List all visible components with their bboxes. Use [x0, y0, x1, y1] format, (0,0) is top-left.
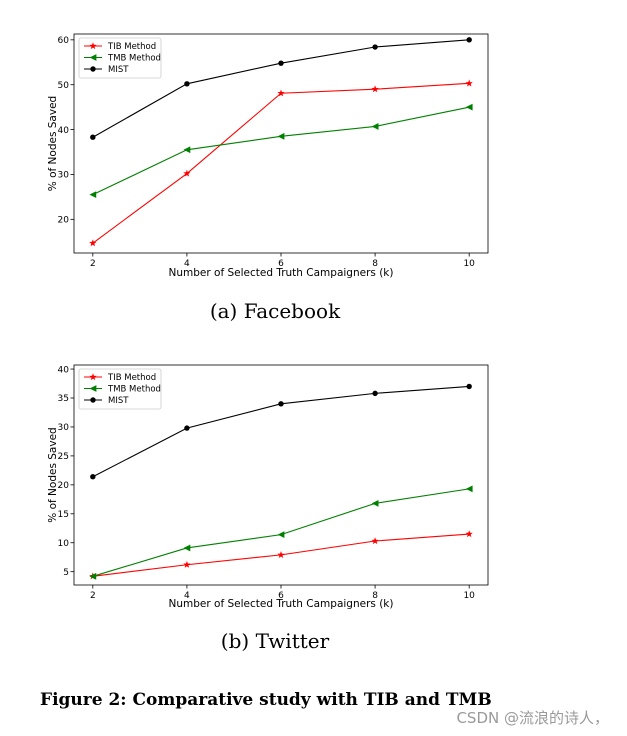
data-point-mist: [466, 37, 472, 43]
data-point-tmb-method: [277, 531, 285, 539]
y-tick-label: 10: [58, 539, 70, 549]
legend-marker-tmb-method: [89, 54, 97, 61]
x-tick-label: 4: [184, 259, 190, 269]
data-point-tib-method: [465, 79, 473, 87]
data-point-mist: [372, 390, 378, 397]
watermark-text: CSDN @流浪的诗人，: [456, 709, 609, 727]
data-point-mist: [184, 81, 190, 87]
legend-label-tmb-method: TMB Method: [107, 385, 161, 395]
y-tick-label: 60: [58, 36, 70, 46]
series-line-tib-method: [92, 82, 470, 244]
data-point-tmb-method: [183, 146, 191, 154]
subcaption-twitter: (b) Twitter: [221, 629, 330, 653]
data-point-tmb-method: [371, 123, 379, 130]
legend-marker-mist: [90, 66, 96, 72]
legend-label-mist: MIST: [108, 65, 129, 75]
y-tick-label: 25: [58, 452, 69, 462]
legend-label-tib-method: TIB Method: [107, 42, 156, 52]
y-tick-label: 40: [58, 126, 70, 136]
legend-marker-tib-method: [89, 42, 97, 50]
y-tick-label: 35: [58, 394, 69, 404]
data-point-tmb-method: [183, 544, 191, 552]
x-axis-label: Number of Selected Truth Campaigners (k): [169, 598, 394, 610]
data-point-mist: [278, 401, 284, 407]
data-point-tib-method: [465, 530, 473, 538]
data-point-tib-method: [183, 560, 191, 568]
data-point-tmb-method: [371, 499, 379, 507]
data-point-mist: [372, 44, 378, 50]
series-line-tmb-method: [92, 488, 470, 577]
legend-marker-tmb-method: [89, 385, 97, 392]
data-point-tib-method: [371, 537, 379, 545]
x-tick-label: 4: [184, 591, 190, 601]
x-axis-label: Number of Selected Truth Campaigners (k): [169, 267, 394, 279]
y-tick-label: 20: [58, 216, 70, 226]
chart-facebook: 2 4 6 8 10 20 30 40 50 60 Number of Selected Truth…: [47, 33, 489, 279]
y-tick-label: 15: [58, 510, 69, 520]
x-tick-label: 8: [372, 591, 378, 601]
y-tick-label: 5: [63, 568, 69, 578]
data-point-mist: [278, 60, 284, 66]
x-tick-label: 8: [372, 259, 378, 269]
legend-box: [78, 368, 162, 410]
y-tick-label: 30: [58, 423, 70, 433]
data-point-mist: [184, 425, 190, 431]
data-point-tib-method: [89, 239, 97, 247]
subcaption-facebook: (a) Facebook: [210, 299, 341, 323]
data-point-tmb-method: [277, 132, 285, 140]
x-tick-label: 10: [463, 591, 475, 601]
x-tick-label: 2: [90, 259, 96, 269]
legend-label-tmb-method: TMB Method: [107, 54, 161, 64]
y-tick-label: 50: [58, 81, 70, 91]
data-point-tmb-method: [465, 485, 473, 493]
y-tick-label: 40: [58, 365, 70, 375]
data-point-mist: [466, 383, 472, 390]
data-point-tib-method: [277, 89, 285, 97]
x-tick-label: 6: [278, 591, 284, 601]
data-point-tib-method: [183, 169, 191, 177]
legend-label-mist: MIST: [108, 396, 129, 406]
data-point-tmb-method: [89, 191, 97, 199]
legend-marker-mist: [90, 397, 96, 403]
figure-caption: Figure 2: Comparative study with TIB and…: [40, 690, 492, 710]
x-tick-label: 6: [278, 259, 284, 269]
data-point-mist: [90, 474, 96, 480]
chart-twitter: 2 4 6 8 10 5 10 15 20 25 30 35 40 Number of Selected …: [47, 364, 489, 610]
y-axis-label: % of Nodes Saved: [47, 427, 59, 522]
y-axis-label: % of Nodes Saved: [47, 96, 59, 191]
data-point-mist: [90, 134, 96, 140]
data-point-tmb-method: [89, 572, 97, 580]
x-tick-label: 10: [463, 259, 475, 269]
y-tick-label: 20: [58, 481, 70, 491]
y-tick-label: 30: [58, 171, 70, 181]
data-point-tmb-method: [465, 103, 473, 111]
series-line-tmb-method: [92, 106, 470, 196]
x-tick-label: 2: [90, 591, 96, 601]
legend-marker-tib-method: [89, 373, 97, 381]
legend-label-tib-method: TIB Method: [107, 373, 156, 383]
data-point-tib-method: [371, 85, 379, 93]
data-point-tib-method: [277, 551, 285, 558]
legend-box: [78, 37, 162, 79]
